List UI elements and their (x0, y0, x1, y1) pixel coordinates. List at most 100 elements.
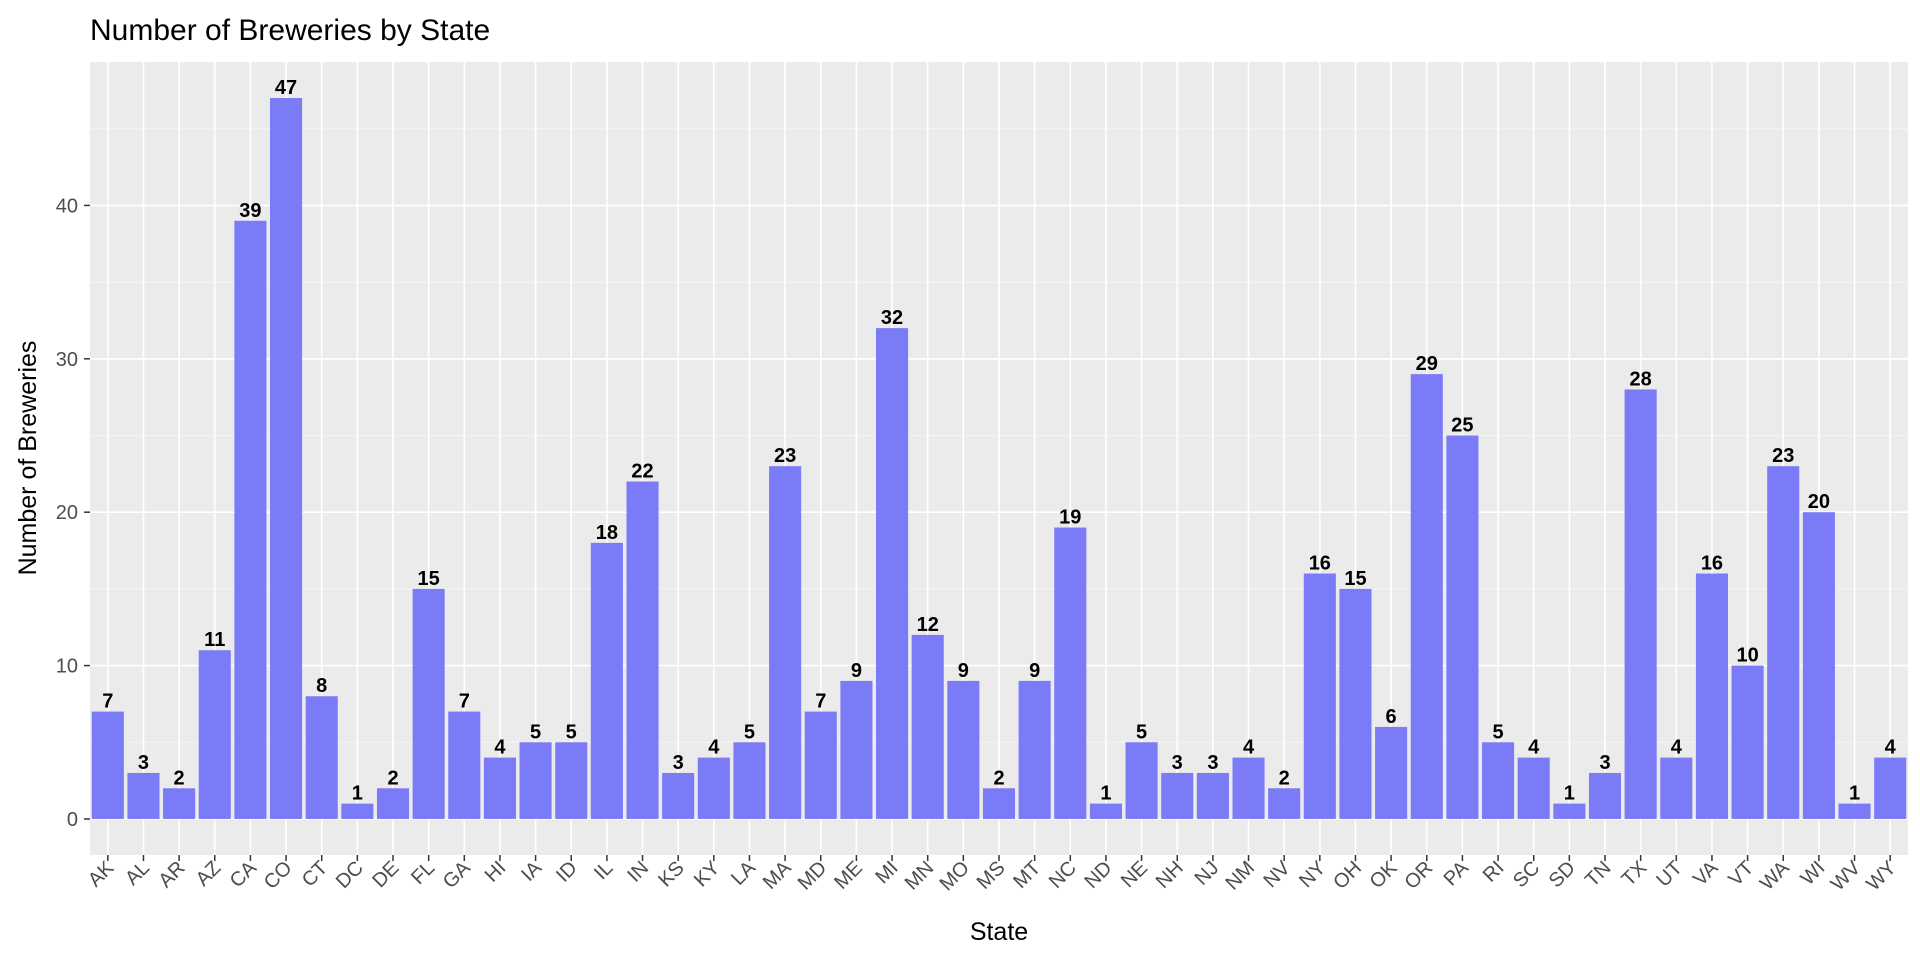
value-label-WI: 20 (1808, 491, 1830, 513)
bar-VA (1695, 573, 1728, 819)
bar-NE (1125, 742, 1158, 819)
bar-DC (341, 803, 374, 819)
value-label-MS: 2 (993, 767, 1004, 789)
value-label-DE: 2 (387, 767, 398, 789)
value-label-MD: 7 (815, 691, 826, 713)
bar-PA (1446, 435, 1479, 819)
bar-GA (448, 711, 481, 819)
bar-DE (376, 788, 410, 819)
x-axis-title: State (970, 918, 1028, 946)
bar-RI (1482, 742, 1515, 819)
y-tick-label: 40 (56, 195, 78, 217)
bar-MO (947, 680, 980, 819)
bar-CA (234, 220, 267, 819)
y-tick-label: 10 (56, 656, 78, 678)
bar-WV (1838, 803, 1871, 819)
value-label-AZ: 11 (204, 629, 225, 651)
bar-IA (519, 742, 552, 819)
y-tick-label: 30 (56, 349, 78, 371)
value-label-IN: 22 (631, 461, 653, 483)
y-tick-label: 0 (67, 809, 78, 831)
value-label-VA: 16 (1701, 553, 1723, 575)
y-axis: 0 10 20 30 40 (56, 195, 90, 831)
bar-CT (305, 696, 338, 819)
bar-NV (1268, 788, 1301, 819)
value-label-NJ: 3 (1207, 752, 1218, 774)
bar-MS (982, 788, 1016, 819)
bar-TN (1588, 772, 1622, 819)
bar-MI (876, 328, 909, 819)
value-label-MO: 9 (958, 660, 969, 682)
bars (91, 98, 1907, 819)
value-label-CO: 47 (275, 77, 297, 99)
value-label-MA: 23 (774, 445, 796, 467)
value-label-ND: 1 (1100, 783, 1111, 805)
value-label-WY: 4 (1885, 737, 1897, 759)
bar-FL (412, 588, 445, 819)
value-label-TN: 3 (1599, 752, 1610, 774)
value-label-ID: 5 (566, 721, 577, 743)
value-label-DC: 1 (352, 783, 363, 805)
bar-AR (163, 788, 196, 819)
value-label-TX: 28 (1630, 368, 1652, 390)
value-label-LA: 5 (744, 721, 755, 743)
bar-NH (1161, 772, 1194, 819)
bar-TX (1624, 389, 1657, 819)
value-label-HI: 4 (494, 737, 506, 759)
bar-WY (1874, 757, 1907, 819)
bar-MN (911, 634, 944, 819)
value-label-UT: 4 (1671, 737, 1683, 759)
bar-CO (270, 98, 303, 819)
value-label-KY: 4 (708, 737, 720, 759)
value-label-WA: 23 (1772, 445, 1794, 467)
value-label-SC: 4 (1528, 737, 1540, 759)
bar-HI (483, 757, 516, 819)
value-label-KS: 3 (673, 752, 684, 774)
value-label-IA: 5 (530, 721, 541, 743)
value-label-IL: 18 (596, 522, 618, 544)
bar-AZ (198, 650, 231, 819)
bar-AL (127, 772, 160, 819)
bar-ND (1089, 803, 1122, 819)
bar-KS (662, 772, 695, 819)
bar-ID (555, 742, 588, 819)
value-label-FL: 15 (418, 568, 440, 590)
chart-title: Number of Breweries by State (90, 14, 490, 47)
value-label-NC: 19 (1059, 507, 1081, 529)
bar-UT (1660, 757, 1693, 819)
value-label-MT: 9 (1029, 660, 1040, 682)
value-label-OR: 29 (1416, 353, 1438, 375)
value-label-OK: 6 (1386, 706, 1397, 728)
y-axis-title: Number of Breweries (14, 341, 42, 576)
value-label-CT: 8 (316, 675, 327, 697)
bar-LA (733, 742, 766, 819)
bar-WI (1802, 512, 1835, 819)
value-label-SD: 1 (1564, 783, 1575, 805)
value-label-MI: 32 (881, 307, 903, 329)
bar-ME (840, 680, 873, 819)
value-label-OH: 15 (1344, 568, 1366, 590)
value-label-NE: 5 (1136, 721, 1147, 743)
bar-IL (590, 542, 623, 819)
bar-NC (1054, 527, 1087, 819)
y-tick-label: 20 (56, 502, 78, 524)
bar-MA (769, 466, 802, 819)
bar-OK (1375, 726, 1408, 819)
value-label-NH: 3 (1172, 752, 1183, 774)
value-label-AL: 3 (138, 752, 149, 774)
bar-OR (1410, 374, 1443, 819)
value-label-PA: 25 (1451, 414, 1473, 436)
bar-VT (1731, 665, 1764, 819)
bar-WA (1767, 466, 1800, 819)
bar-MT (1018, 680, 1051, 819)
value-label-AK: 7 (102, 691, 113, 713)
bar-IN (626, 481, 659, 819)
bar-SD (1553, 803, 1586, 819)
value-label-AR: 2 (174, 767, 185, 789)
value-label-NV: 2 (1279, 767, 1290, 789)
bar-MD (804, 711, 837, 819)
value-label-ME: 9 (851, 660, 862, 682)
value-label-MN: 12 (917, 614, 939, 636)
